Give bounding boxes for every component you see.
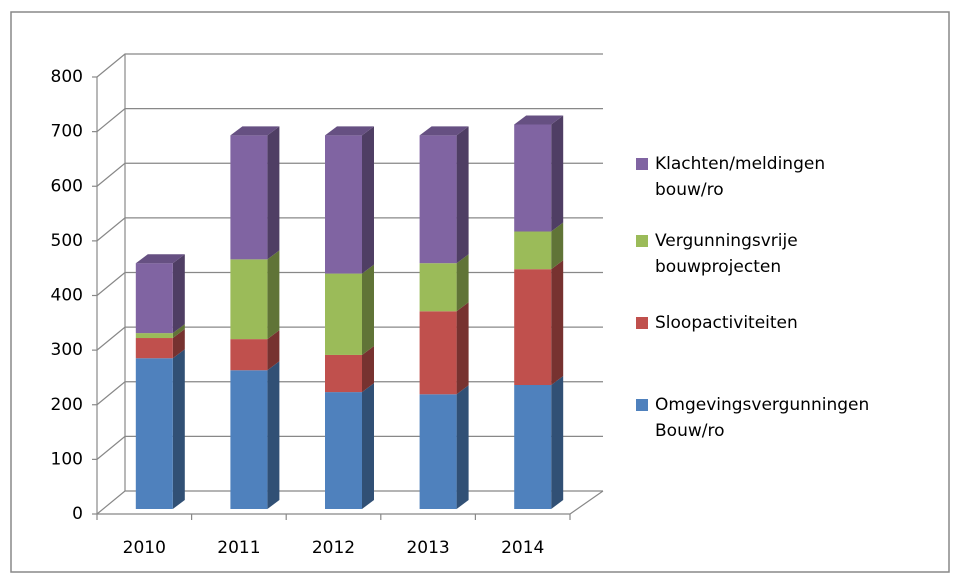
bar-top [514, 115, 564, 125]
bar-segment [135, 263, 173, 334]
bar-side [172, 329, 185, 359]
bar-side [362, 345, 374, 393]
grid-line [96, 108, 603, 133]
bar-segment [419, 311, 457, 395]
bar-side [362, 264, 374, 355]
x-tick-label: 2010 [123, 538, 166, 558]
x-tick-label: 2012 [312, 538, 355, 558]
y-tick-label: 800 [51, 67, 83, 87]
bar-segment [230, 259, 268, 340]
legend-label: Sloopactiviteiten [655, 313, 798, 333]
bar-segment [230, 339, 268, 371]
bar-segment [419, 135, 457, 264]
x-tick-label: 2011 [217, 538, 260, 558]
bar-segment [325, 354, 362, 393]
bar-segment [514, 385, 552, 509]
bar-segment [325, 135, 362, 274]
y-tick-label: 0 [72, 504, 83, 524]
y-tick-label: 700 [51, 122, 83, 142]
bar-side [267, 330, 280, 371]
bar-segment [514, 124, 552, 232]
bar-side [267, 361, 280, 509]
bar-segment [135, 333, 173, 339]
y-tick-label: 600 [51, 176, 83, 196]
bar-top [419, 126, 469, 136]
bar-segment [230, 370, 268, 509]
bar-side [362, 126, 374, 274]
bar-side [456, 302, 469, 395]
bar-side [267, 126, 280, 260]
bar-side [456, 126, 469, 264]
bar-top [230, 126, 280, 136]
bar-segment [514, 269, 552, 386]
bar-segment [514, 231, 552, 270]
bar-segment [230, 135, 268, 260]
bar-side [551, 115, 564, 232]
x-tick-label: 2013 [406, 538, 449, 558]
bar-side [456, 385, 469, 509]
bar-segment [325, 392, 362, 509]
bar-segment [419, 263, 457, 312]
legend-swatch [636, 399, 648, 411]
legend-swatch [636, 158, 648, 170]
legend-label: Klachten/meldingen bouw/ro [655, 154, 826, 200]
y-tick-label: 300 [51, 340, 83, 360]
legend-label: Vergunningsvrije bouwprojecten [655, 231, 798, 277]
y-tick-label: 500 [51, 231, 83, 251]
y-tick-label: 100 [51, 449, 83, 469]
legend-swatch [636, 317, 648, 329]
x-tick-label: 2014 [501, 538, 544, 558]
y-tick-label: 200 [51, 395, 83, 415]
bar-side [456, 254, 469, 312]
y-tick-label: 400 [51, 286, 83, 306]
bar-side [551, 222, 564, 270]
bar-segment [325, 273, 362, 355]
bar-segment [135, 358, 173, 509]
bar-side [362, 383, 374, 509]
grid-line [96, 53, 603, 78]
bar-segment [419, 394, 457, 509]
bar-top [135, 254, 185, 264]
bar-side [172, 324, 185, 339]
bar-side [551, 376, 564, 509]
bar-side [172, 254, 185, 334]
legend-swatch [636, 235, 648, 247]
legend-label: Omgevingsvergunningen Bouw/ro [655, 395, 870, 441]
bar-side [172, 349, 185, 509]
bar-side [267, 250, 280, 340]
bar-side [551, 260, 564, 386]
bar-top [325, 126, 374, 136]
bar-segment [135, 338, 173, 359]
